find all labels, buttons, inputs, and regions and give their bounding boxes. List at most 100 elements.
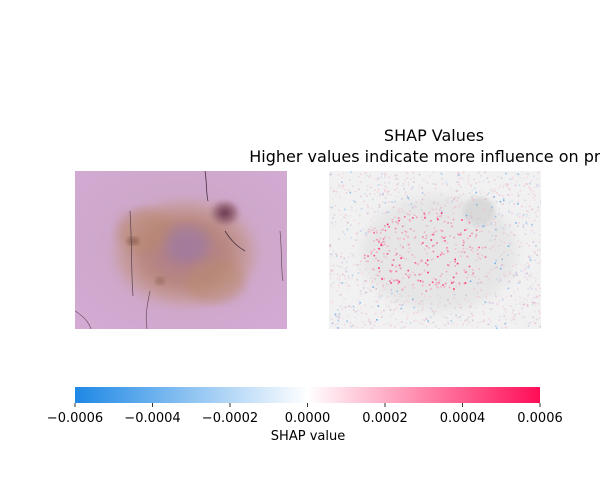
shap-pixel [341, 306, 343, 309]
shap-pixel [415, 201, 418, 204]
shap-pixel [408, 184, 410, 187]
shap-pixel [487, 301, 490, 303]
shap-pixel [333, 214, 336, 216]
shap-pixel [497, 175, 499, 178]
shap-pixel [524, 233, 527, 235]
shap-pixel [422, 219, 424, 221]
shap-pixel [352, 245, 355, 247]
shap-pixel [347, 222, 349, 224]
shap-pixel [481, 247, 484, 249]
shap-pixel [382, 193, 384, 195]
shap-pixel [384, 182, 386, 184]
shap-pixel [537, 284, 539, 287]
shap-pixel [422, 319, 424, 321]
shap-pixel [344, 323, 346, 326]
shap-pixel [408, 247, 411, 250]
shap-pixel [382, 284, 385, 286]
shap-pixel [366, 212, 369, 215]
shap-pixel [507, 254, 509, 256]
shap-pixel [503, 264, 505, 267]
shap-pixel [449, 235, 452, 237]
shap-pixel [447, 299, 449, 301]
shap-pixel [407, 269, 410, 272]
shap-pixel [424, 194, 426, 196]
shap-pixel [352, 199, 355, 202]
shap-pixel [394, 227, 397, 230]
shap-pixel [518, 222, 520, 224]
shap-pixel [444, 220, 446, 223]
shap-pixel [451, 321, 454, 323]
shap-pixel [337, 319, 340, 322]
shap-pixel [464, 229, 466, 231]
shap-pixel [531, 315, 534, 318]
shap-pixel [440, 193, 443, 196]
shap-pixel [407, 181, 410, 184]
shap-pixel [443, 316, 445, 318]
shap-pixel [369, 289, 372, 292]
shap-pixel [435, 281, 438, 284]
shap-pixel [391, 201, 393, 203]
shap-pixel [503, 224, 506, 227]
shap-pixel [439, 216, 442, 219]
shap-pixel [484, 301, 487, 304]
shap-pixel [384, 236, 386, 238]
shap-pixel [526, 173, 529, 175]
shap-pixel [488, 278, 490, 281]
shap-pixel [423, 213, 426, 215]
shap-pixel [418, 303, 421, 306]
shap-pixel [491, 206, 493, 209]
shap-pixel [485, 224, 488, 226]
shap-pixel [384, 188, 386, 191]
shap-pixel [464, 271, 467, 274]
shap-pixel [376, 191, 379, 193]
shap-pixel [525, 220, 527, 223]
shap-pixel [374, 193, 376, 195]
shap-pixel [424, 213, 427, 216]
shap-pixel [375, 184, 378, 187]
shap-pixel [468, 192, 471, 195]
shap-pixel [522, 224, 525, 226]
shap-pixel [377, 274, 380, 277]
shap-pixel [472, 319, 474, 322]
shap-pixel [446, 249, 449, 252]
shap-pixel [420, 201, 422, 204]
shap-pixel [383, 253, 385, 255]
shap-pixel [471, 198, 474, 200]
shap-pixel [348, 285, 351, 287]
shap-pixel [498, 213, 500, 216]
shap-pixel [435, 183, 437, 186]
shap-pixel [487, 224, 490, 226]
shap-pixel [349, 214, 352, 217]
shap-pixel [509, 224, 512, 226]
shap-pixel [396, 252, 398, 255]
shap-pixel [413, 214, 416, 216]
shap-pixel [331, 270, 333, 272]
shap-pixel [404, 230, 406, 233]
shap-pixel [425, 325, 428, 328]
shap-pixel [538, 185, 541, 188]
shap-pixel [380, 229, 383, 231]
shap-pixel [489, 248, 491, 250]
shap-pixel [443, 237, 445, 239]
shap-pixel [356, 232, 359, 235]
shap-pixel [375, 288, 377, 290]
shap-pixel [346, 221, 348, 224]
shap-pixel [483, 307, 485, 309]
shap-pixel [447, 222, 449, 224]
shap-pixel [345, 192, 348, 194]
shap-pixel [467, 183, 469, 185]
shap-pixel [393, 279, 396, 282]
shap-pixel [405, 171, 407, 174]
shap-pixel [407, 300, 410, 303]
shap-pixel [384, 197, 387, 199]
shap-pixel [517, 225, 519, 228]
shap-pixel [397, 211, 400, 214]
shap-pixel [535, 215, 538, 218]
shap-pixel [493, 188, 496, 190]
shap-pixel [405, 322, 407, 324]
shap-pixel [533, 232, 536, 235]
shap-pixel [526, 299, 528, 302]
shap-pixel [351, 274, 354, 277]
shap-pixel [473, 275, 476, 278]
shap-pixel [527, 173, 530, 175]
